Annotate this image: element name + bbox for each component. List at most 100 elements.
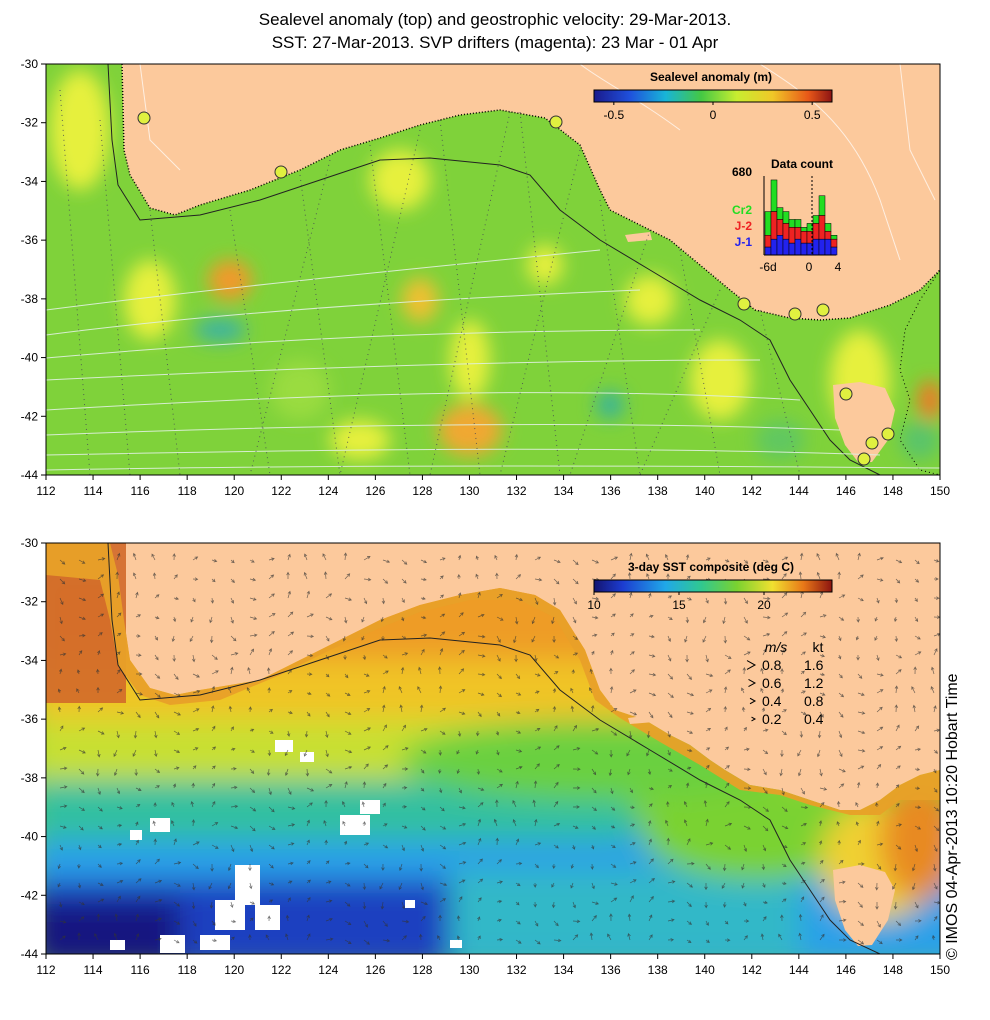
top-x-tick-label: 148: [883, 484, 903, 498]
sst-colorbar: 3-day SST composite (deg C) 10 15 20: [587, 560, 833, 612]
sla-colorbar-title: Sealevel anomaly (m): [650, 70, 772, 84]
data-count-x-label-zero: 0: [806, 260, 813, 274]
histogram-bar-j1: [800, 242, 808, 256]
velocity-legend-arrow: [748, 678, 757, 688]
kangaroo-island-top: [625, 232, 652, 242]
sla-colorbar: Sealevel anomaly (m) -0.5 0 0.5: [593, 70, 833, 122]
shelf-contour-top: [107, 64, 881, 475]
map-title-line1: Sealevel anomaly (top) and geostrophic v…: [258, 10, 732, 29]
velocity-legend-ms-value: 0.4: [762, 693, 782, 709]
bottom-x-tick-label: 134: [554, 963, 574, 977]
histogram-bar-cr2: [800, 227, 808, 232]
axes-top: 112 114 116 118 120 122 124 126 128 130 132 134 136 1…: [21, 57, 951, 498]
top-y-tick-label: -36: [21, 233, 39, 247]
top-x-tick-label: 140: [695, 484, 715, 498]
histogram-bar-j1: [770, 238, 778, 256]
histogram-bar-j2: [824, 231, 832, 240]
velocity-legend-kt-header: kt: [813, 639, 824, 655]
data-count-inset: Data count 680 Cr2 J-2 J-1 -6d 0 4: [732, 157, 842, 274]
tide-gauge-marker: [839, 387, 853, 401]
histogram-bar-j2: [800, 231, 808, 244]
histogram-bar-j2: [770, 211, 778, 240]
velocity-legend-kt-value: 0.4: [804, 711, 824, 727]
tasmania-top: [833, 382, 895, 462]
bottom-x-tick-label: 146: [836, 963, 856, 977]
bottom-x-tick-label: 142: [742, 963, 762, 977]
velocity-legend-kt-value: 1.2: [804, 675, 824, 691]
histogram-bar-cr2: [788, 219, 796, 228]
cloud-gaps: [110, 740, 462, 953]
bottom-y-tick-label: -34: [21, 653, 39, 667]
top-y-tick-label: -30: [21, 57, 39, 71]
bottom-x-tick-label: 150: [930, 963, 950, 977]
top-x-tick-label: 132: [507, 484, 527, 498]
top-x-tick-label: 114: [83, 484, 102, 498]
sla-colorbar-tick: 0.5: [804, 108, 821, 122]
top-x-tick-label: 146: [836, 484, 856, 498]
australia-land-bottom: [46, 543, 940, 810]
sla-colorbar-tick: -0.5: [603, 108, 624, 122]
top-x-tick-label: 126: [365, 484, 385, 498]
top-x-tick-label: 136: [601, 484, 621, 498]
histogram-bar-j2: [764, 235, 772, 248]
tide-gauge-marker: [816, 303, 830, 317]
imos-credit: © IMOS 04-Apr-2013 10:20 Hobart Time: [944, 673, 961, 960]
histogram-bar-cr2: [764, 211, 772, 236]
gulf-peninsula-top: [610, 145, 660, 205]
bottom-x-tick-label: 148: [883, 963, 903, 977]
bottom-x-tick-label: 140: [695, 963, 715, 977]
top-x-tick-label: 116: [131, 484, 150, 498]
velocity-legend-ms-value: 0.8: [762, 657, 782, 673]
data-count-x-label-start: -6d: [759, 260, 776, 274]
top-x-tick-label: 122: [271, 484, 291, 498]
bottom-x-tick-label: 112: [36, 963, 55, 977]
top-x-tick-label: 134: [554, 484, 574, 498]
histogram-bar-j2: [788, 227, 796, 244]
top-x-tick-label: 142: [742, 484, 762, 498]
data-count-max-label: 680: [732, 165, 752, 179]
histogram-bar-j1: [824, 238, 832, 256]
histogram-bar-j1: [818, 238, 826, 256]
coastline-top: [121, 64, 940, 321]
top-y-tick-label: -34: [21, 174, 39, 188]
legend-j1: J-1: [735, 235, 753, 249]
histogram-bar-j1: [776, 235, 784, 256]
bottom-x-tick-label: 114: [83, 963, 102, 977]
top-y-tick-label: -40: [21, 351, 39, 365]
histogram-bar-cr2: [770, 179, 778, 212]
histogram-bar-j2: [782, 223, 790, 240]
velocity-legend-arrow: [749, 697, 757, 705]
bottom-y-tick-label: -32: [21, 595, 39, 609]
top-x-tick-label: 144: [789, 484, 809, 498]
top-x-tick-label: 130: [459, 484, 479, 498]
top-x-tick-label: 138: [648, 484, 668, 498]
tide-gauge-marker: [137, 111, 151, 125]
top-x-tick-label: 112: [36, 484, 55, 498]
sst-colorbar-scale: [593, 579, 833, 593]
legend-cr2: Cr2: [732, 203, 752, 217]
histogram-bar-cr2: [794, 219, 802, 228]
sst-colorbar-tick: 15: [672, 598, 686, 612]
histogram-bar-j2: [794, 227, 802, 240]
velocity-legend-ms-value: 0.6: [762, 675, 782, 691]
top-x-tick-label: 150: [930, 484, 950, 498]
bottom-x-tick-label: 126: [365, 963, 385, 977]
histogram-bar-cr2: [824, 223, 832, 232]
data-count-title: Data count: [771, 157, 833, 171]
histogram-bar-cr2: [818, 195, 826, 216]
velocity-legend-kt-value: 1.6: [804, 657, 824, 673]
australia-land-top: [46, 64, 940, 320]
velocity-legend-kt-value: 0.8: [804, 693, 824, 709]
bottom-y-tick-label: -40: [21, 830, 39, 844]
data-count-x-label-end: 4: [835, 260, 842, 274]
bottom-y-tick-label: -30: [21, 536, 39, 550]
bottom-y-tick-label: -36: [21, 712, 39, 726]
bottom-x-tick-label: 116: [131, 963, 150, 977]
bottom-x-tick-label: 138: [648, 963, 668, 977]
bottom-x-tick-label: 144: [789, 963, 809, 977]
velocity-streamlines-top: [46, 249, 940, 471]
coastal-shelf-water: [46, 543, 940, 815]
velocity-legend-arrow: [746, 660, 757, 670]
histogram-bar-j1: [830, 246, 838, 256]
bottom-y-tick-label: -42: [21, 888, 39, 902]
